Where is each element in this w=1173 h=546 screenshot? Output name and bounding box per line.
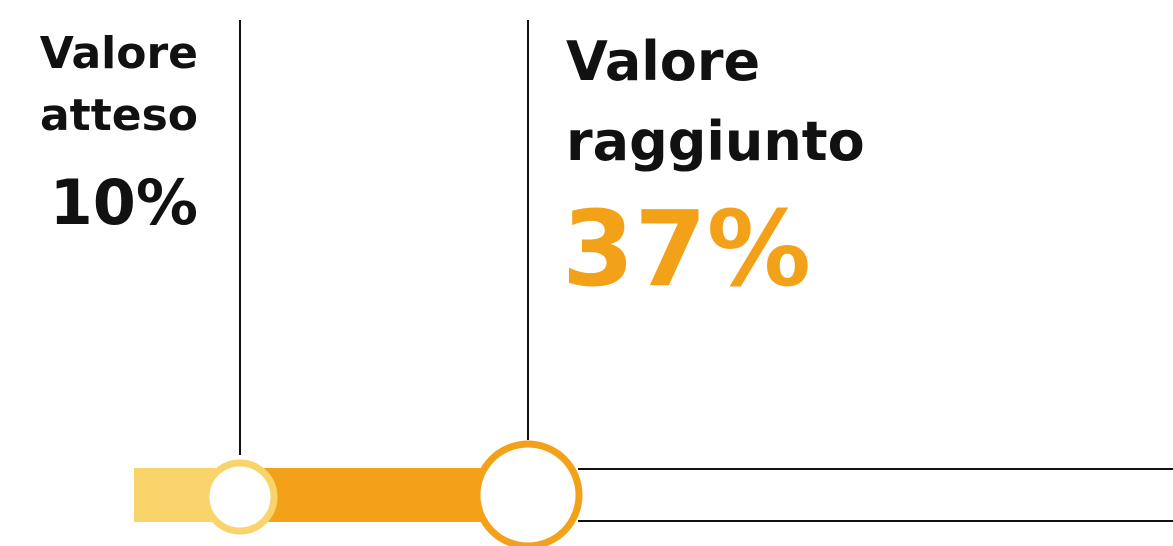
achieved-value: 37%: [562, 188, 811, 310]
expected-label: atteso: [40, 90, 198, 141]
achieved-marker: [473, 440, 583, 546]
expected-label: Valore: [40, 28, 198, 79]
achieved-label: raggiunto: [566, 110, 865, 173]
expected-marker: [202, 459, 278, 535]
achieved-label: Valore: [566, 30, 760, 93]
expected-value: 10%: [50, 166, 198, 239]
